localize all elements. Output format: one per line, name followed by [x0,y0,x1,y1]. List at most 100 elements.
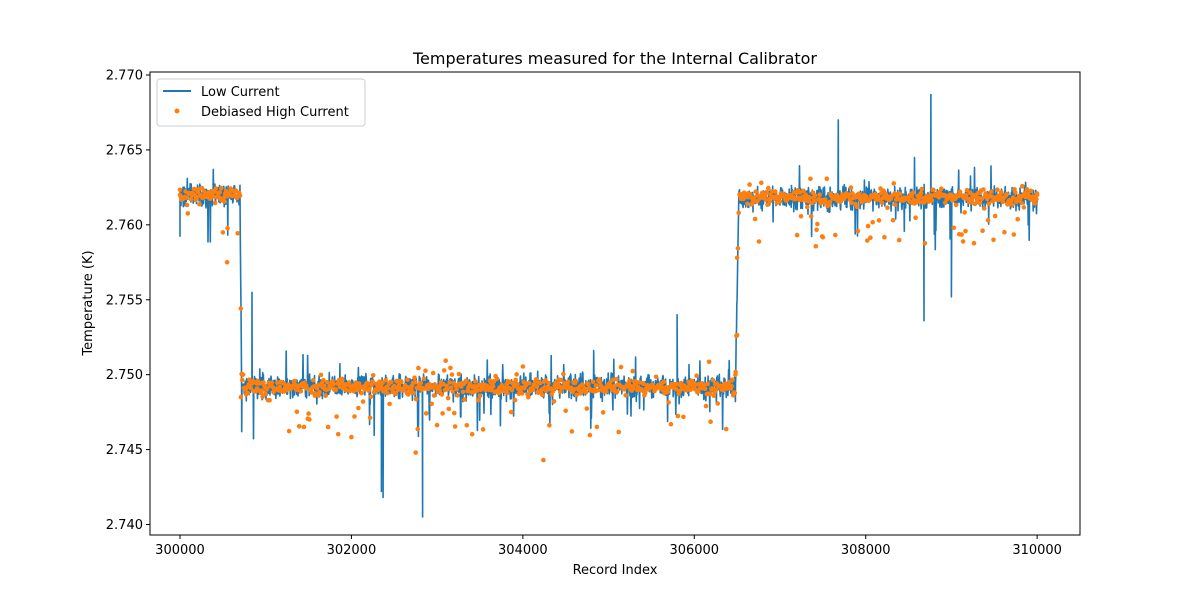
high-current-point [574,392,579,398]
high-current-point [630,368,635,374]
high-current-point [446,406,452,412]
high-current-point [942,200,948,206]
high-current-point [520,364,526,369]
high-current-point [618,364,624,370]
high-current-point [702,386,708,392]
high-current-point [498,389,503,395]
high-current-point [594,424,600,430]
series-debiased-high-current-points [177,176,1040,463]
legend-label-low-current: Low Current [201,85,280,100]
high-current-point [325,379,330,385]
high-current-point [808,176,813,182]
high-current-point [534,384,540,390]
y-tick-label: 2.765 [106,143,143,158]
high-current-point [306,411,311,416]
high-current-point [855,228,861,234]
high-current-point [558,377,564,383]
high-current-point [773,189,778,194]
high-current-point [463,378,469,384]
high-current-point [865,223,871,229]
high-current-point [217,190,222,195]
high-current-point [812,198,817,204]
high-current-point [865,238,870,243]
high-current-point [356,405,361,411]
high-current-point [472,384,477,389]
high-current-point [563,408,568,414]
high-current-point [814,227,819,233]
high-current-point [951,225,957,231]
high-current-point [1013,190,1018,195]
high-current-point [309,390,315,395]
high-current-point [263,391,269,397]
high-current-point [392,385,398,390]
high-current-point [985,218,991,223]
high-current-point [370,379,375,385]
high-current-point [1020,183,1025,189]
high-current-point [723,426,729,432]
x-tick-label: 308000 [841,543,891,558]
high-current-point [713,387,719,393]
high-current-point [533,377,539,382]
high-current-point [710,378,716,383]
high-current-point [854,194,859,200]
high-current-point [298,389,304,394]
high-current-point [913,215,918,220]
high-current-point [476,397,481,403]
legend-box [156,78,366,127]
high-current-point [513,377,519,383]
high-current-point [413,396,419,402]
high-current-point [705,381,710,387]
high-current-point [812,193,818,198]
high-current-point [709,386,715,391]
high-current-point [661,379,667,385]
high-current-point [971,240,977,246]
high-current-point [212,200,218,206]
high-current-point [286,428,292,434]
high-current-point [237,193,243,198]
legend: Low Current Debiased High Current [156,78,366,127]
high-current-point [301,424,307,430]
high-current-point [443,358,449,364]
high-current-point [248,386,254,391]
high-current-point [368,394,374,400]
high-current-point [473,379,478,384]
high-current-point [833,232,838,238]
x-tick-label: 310000 [1012,543,1062,558]
high-current-point [953,202,959,208]
high-current-point [817,192,822,197]
high-current-point [983,191,988,196]
high-current-point [526,394,531,400]
high-current-point [765,202,770,207]
high-current-point [706,359,712,365]
high-current-point [848,185,854,190]
high-current-point [870,220,875,225]
high-current-point [323,393,329,398]
y-tick-label: 2.740 [106,518,143,533]
high-current-point [766,185,771,191]
high-current-point [540,392,545,398]
high-current-point [813,244,819,249]
high-current-point [423,411,429,416]
high-current-point [317,389,322,395]
high-current-point [277,384,283,390]
high-current-point [238,306,244,311]
high-current-point [519,391,525,396]
high-current-point [515,382,520,387]
high-current-point [909,193,914,199]
high-current-point [219,185,224,191]
high-current-point [259,388,265,393]
y-tick-label: 2.745 [106,443,143,458]
high-current-point [931,187,936,193]
high-current-point [614,389,620,394]
high-current-point [919,186,925,192]
high-current-point [627,378,632,383]
high-current-point [333,387,339,393]
high-current-point [707,391,713,397]
high-current-point [1000,199,1006,205]
high-current-point [413,379,418,385]
high-current-point [415,426,421,432]
high-current-point [409,386,414,392]
high-current-point [530,387,536,393]
high-current-point [393,391,399,397]
